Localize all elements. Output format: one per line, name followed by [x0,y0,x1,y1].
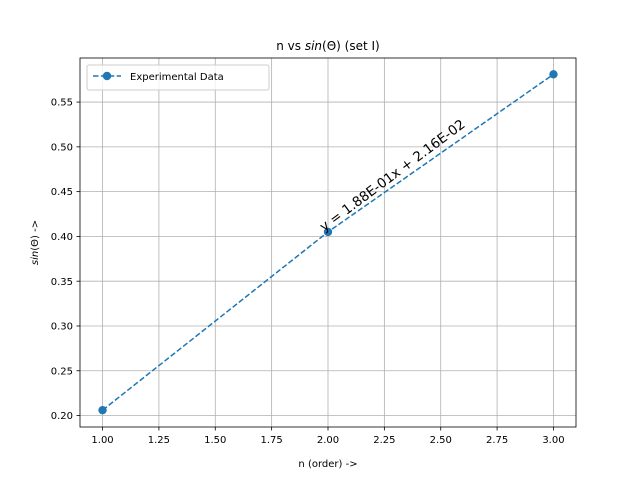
data-point [549,70,558,79]
data-point [98,405,107,415]
grid [80,58,576,427]
y-tick-label: 0.30 [51,322,73,333]
x-tick-label: 2.00 [317,435,339,446]
x-tick-label: 1.50 [204,435,226,446]
y-tick-label: 0.35 [51,277,73,288]
y-axis-label: sin(Θ) -> [30,220,41,265]
x-tick-label: 1.75 [261,435,283,446]
x-tick-label: 3.00 [542,435,564,446]
legend-label: Experimental Data [130,72,224,83]
series-layer [98,70,558,415]
y-tick-label: 0.40 [51,232,73,243]
y-tick-label: 0.50 [51,142,73,153]
ticks: 1.00 1.25 1.50 1.75 2.00 2.25 2.50 2.75 3.00 0.20… [51,98,565,446]
chart-title: n vs sin(Θ) (set I) [276,39,379,53]
y-tick-label: 0.25 [51,366,73,377]
y-tick-label: 0.45 [51,187,73,198]
x-tick-label: 1.25 [148,435,170,446]
legend-marker [102,71,112,81]
x-tick-label: 1.00 [91,435,113,446]
x-axis-label: n (order) -> [298,459,357,470]
y-tick-label: 0.20 [51,411,73,422]
legend: Experimental Data [86,64,270,91]
y-tick-label: 0.55 [51,98,73,109]
legend-box [86,64,270,91]
x-tick-label: 2.50 [430,435,452,446]
x-tick-label: 2.75 [486,435,508,446]
x-tick-label: 2.25 [373,435,395,446]
data-point [323,227,333,237]
